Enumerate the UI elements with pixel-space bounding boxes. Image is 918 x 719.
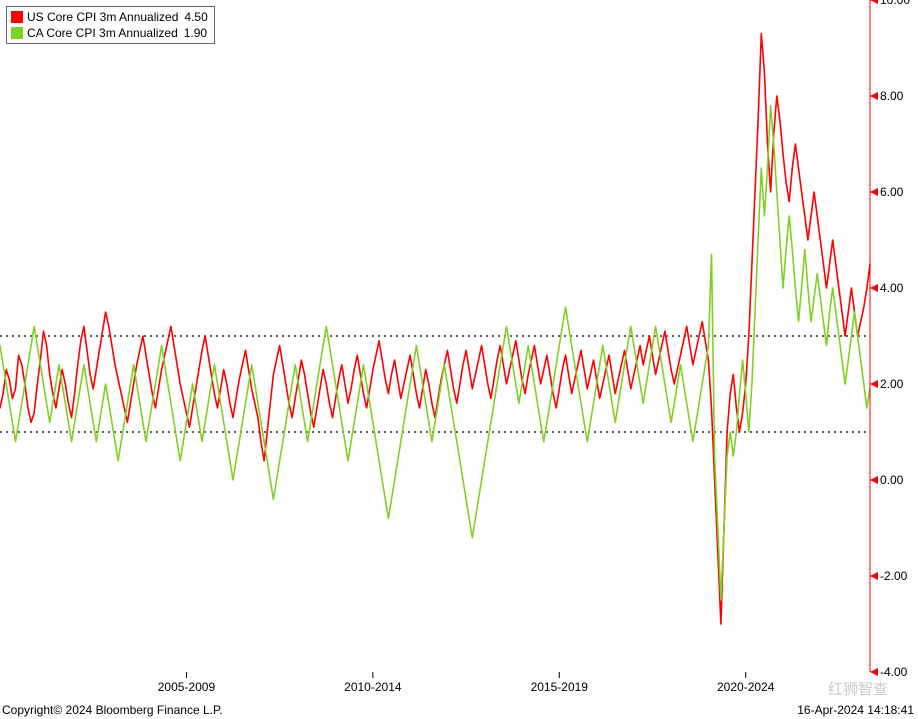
legend-value-us: 4.50 [184, 9, 207, 25]
x-tick-label: 2020-2024 [717, 680, 774, 694]
y-tick-label: -4.00 [880, 665, 907, 679]
x-tick-label: 2015-2019 [531, 680, 588, 694]
watermark-text: 红狮智查 [828, 678, 888, 699]
y-tick-label: 4.00 [880, 281, 903, 295]
chart-container: US Core CPI 3m Annualized4.50CA Core CPI… [0, 0, 918, 719]
chart-svg [0, 0, 918, 719]
y-tick-label: -2.00 [880, 569, 907, 583]
legend-label-us: US Core CPI 3m Annualized [27, 9, 178, 25]
x-tick-label: 2010-2014 [344, 680, 401, 694]
legend-swatch-ca [11, 27, 23, 39]
timestamp-text: 16-Apr-2024 14:18:41 [797, 703, 914, 717]
legend-row-us: US Core CPI 3m Annualized 4.50 [11, 9, 208, 25]
y-tick-label: 0.00 [880, 473, 903, 487]
y-tick-label: 8.00 [880, 89, 903, 103]
x-tick-label: 2005-2009 [158, 680, 215, 694]
legend-box: US Core CPI 3m Annualized4.50CA Core CPI… [6, 6, 215, 44]
legend-swatch-us [11, 11, 23, 23]
legend-label-ca: CA Core CPI 3m Annualized [27, 25, 178, 41]
legend-row-ca: CA Core CPI 3m Annualized 1.90 [11, 25, 208, 41]
y-tick-label: 2.00 [880, 377, 903, 391]
legend-value-ca: 1.90 [184, 25, 207, 41]
y-tick-label: 10.00 [880, 0, 910, 7]
copyright-text: Copyright© 2024 Bloomberg Finance L.P. [2, 703, 223, 717]
y-tick-label: 6.00 [880, 185, 903, 199]
